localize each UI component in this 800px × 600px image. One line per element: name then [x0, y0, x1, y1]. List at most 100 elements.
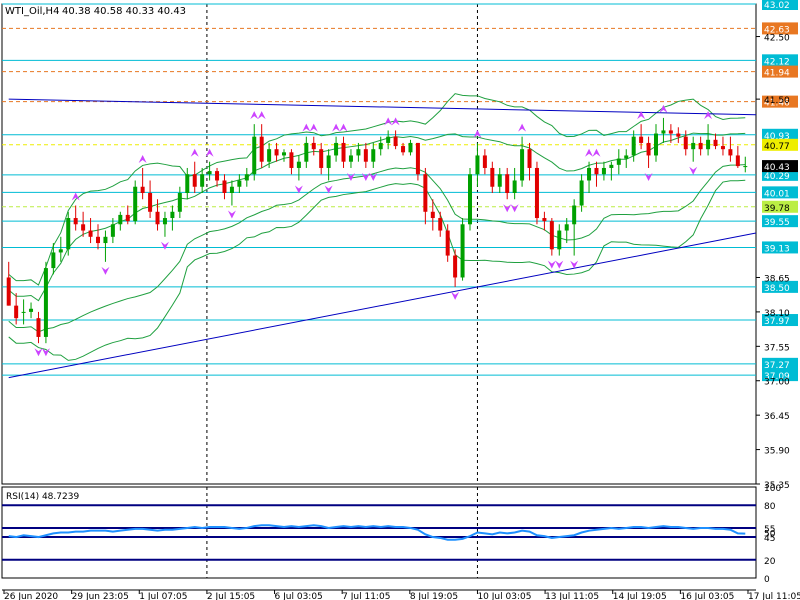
candle-body [542, 218, 547, 222]
rsi-tick-label: 0 [764, 575, 770, 585]
candle-body [520, 149, 525, 181]
level-label-bg [762, 22, 798, 35]
fractal-up-marker [302, 123, 311, 132]
fractal-up-marker [585, 148, 594, 157]
level-label-bg [762, 369, 798, 382]
candle-body [468, 174, 472, 225]
candle-body [505, 174, 510, 193]
level-label-bg [762, 54, 798, 67]
fractal-up-marker [332, 123, 341, 132]
candle-body [192, 174, 197, 187]
candle-body [43, 268, 48, 337]
candle-body [706, 139, 711, 150]
candle-body [207, 171, 212, 175]
fractal-down-marker [34, 348, 43, 357]
current-price-label: 40.43 [764, 163, 790, 173]
candle-body [430, 211, 435, 219]
candle-body [661, 130, 666, 134]
fractal-up-marker [250, 111, 259, 120]
candle-body [14, 305, 19, 319]
rsi-tick-label: 45 [764, 534, 775, 544]
candle-body [296, 161, 301, 168]
symbol-timeframe: WTI_Oil,H4 [5, 6, 59, 17]
candle-body [140, 186, 145, 193]
candle-body [274, 149, 279, 156]
candle-body [170, 211, 175, 219]
upper-band-outer [8, 93, 746, 286]
level-label: 42.63 [764, 25, 790, 35]
candle-body [363, 149, 368, 162]
trend-line-support [8, 232, 757, 379]
fractal-up-marker [138, 154, 147, 163]
candle-body [572, 205, 577, 225]
candle-body [423, 174, 428, 212]
level-label: 41.46 [764, 99, 790, 109]
fractal-down-marker [361, 172, 370, 181]
x-tick-label: 8 Jul 19:05 [410, 592, 458, 600]
candle-body [326, 155, 331, 168]
level-label-bg [762, 314, 798, 327]
fractal-down-marker [689, 166, 698, 175]
level-label-bg [762, 0, 798, 10]
candle-body [616, 158, 621, 165]
candle-body [177, 192, 182, 212]
candle-body [594, 167, 599, 175]
rsi-tick-label: 100 [764, 484, 781, 494]
fractal-down-marker [324, 185, 333, 194]
fractal-up-marker [309, 123, 318, 132]
candle-body [512, 180, 517, 193]
candle-body [6, 277, 11, 306]
x-tick-label: 13 Jul 11:05 [545, 592, 599, 600]
level-label: 40.29 [764, 172, 790, 182]
candle-body [654, 133, 658, 156]
candle-body [438, 218, 443, 231]
level-label: 43.02 [764, 1, 790, 11]
fractal-up-marker [473, 129, 482, 138]
price-frame [1, 3, 757, 485]
level-label-bg [762, 200, 798, 213]
x-tick-label: 14 Jul 19:05 [613, 592, 667, 600]
candle-body [460, 224, 465, 278]
ohlc-values: 40.38 40.58 40.33 40.43 [62, 6, 186, 17]
candle-body [289, 152, 294, 168]
y-tick-label: 36.45 [764, 412, 790, 422]
candle-body [348, 155, 353, 162]
fractal-down-marker [555, 260, 564, 269]
candle-body [29, 308, 34, 312]
level-label: 40.01 [764, 189, 790, 199]
candle-body [475, 155, 480, 175]
level-label-bg [762, 186, 798, 199]
candle-body [185, 174, 190, 193]
candle-body [453, 255, 458, 278]
candle-body [356, 149, 361, 156]
x-tick-label: 7 Jul 11:05 [342, 592, 390, 600]
candle-body [51, 252, 56, 269]
candle-body [713, 139, 718, 147]
candle-body [482, 155, 487, 168]
candle-body [252, 136, 257, 175]
level-label-bg [762, 95, 798, 108]
time-axis: 26 Jun 2020 29 Jun 23:05 1 Jul 07:05 2 Jul … [2, 589, 800, 600]
fractal-up-marker [518, 123, 527, 132]
rsi-tick-label: 20 [764, 557, 776, 567]
fractal-up-marker [637, 111, 646, 120]
candle-body [408, 142, 413, 153]
level-label: 41.94 [764, 69, 790, 79]
candle-body [624, 155, 629, 159]
candle-body [549, 221, 554, 250]
candle-body [148, 192, 153, 212]
current-price-bg [762, 160, 798, 173]
candle-body [490, 167, 495, 187]
candle-body [497, 174, 502, 187]
rsi-title: RSI(14) 48.7239 [6, 492, 79, 502]
y-tick-label: 37.55 [764, 343, 790, 353]
candle-body [639, 136, 644, 143]
level-label: 38.50 [764, 284, 790, 294]
candle-body [229, 186, 234, 193]
fractal-down-marker [451, 291, 460, 300]
fractal-up-marker [257, 111, 266, 120]
fractal-up-marker [659, 104, 668, 113]
fractal-up-marker [592, 148, 601, 157]
y-tick-label: 41.50 [764, 96, 790, 106]
